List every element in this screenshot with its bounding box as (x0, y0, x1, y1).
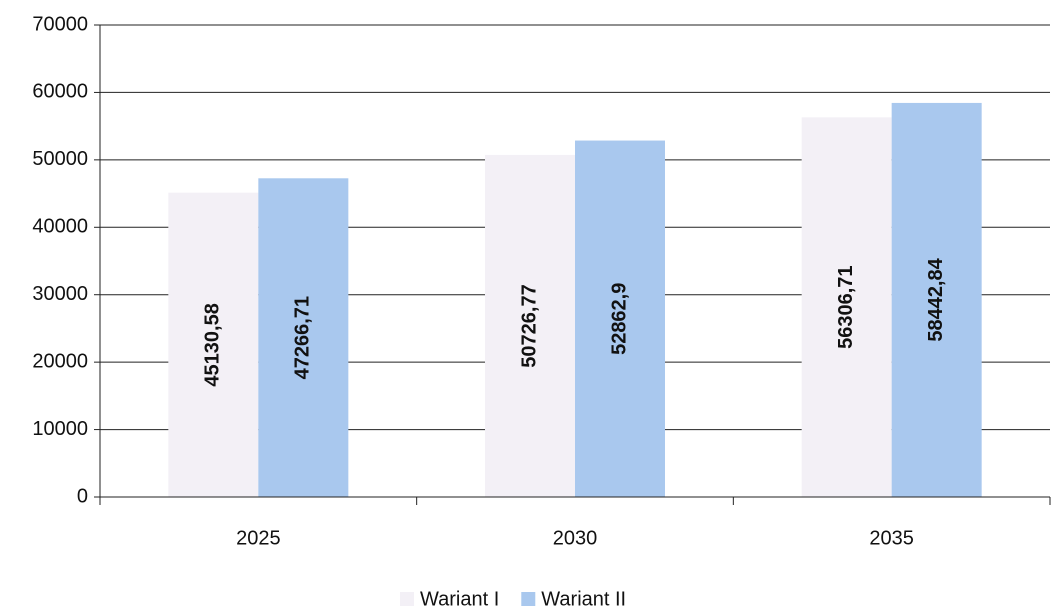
y-tick-label: 10000 (32, 418, 88, 440)
value-label: 52862,9 (608, 283, 630, 355)
legend-swatch (400, 592, 414, 606)
legend-label: Wariant I (420, 588, 499, 610)
bar (801, 117, 892, 497)
legend-swatch (521, 592, 536, 606)
bar (168, 192, 259, 497)
y-tick-label: 50000 (32, 148, 88, 170)
y-tick-label: 20000 (32, 350, 88, 372)
value-label: 58442,84 (925, 257, 947, 341)
value-label: 56306,71 (835, 265, 857, 348)
bar (258, 178, 349, 497)
bar (575, 140, 665, 497)
value-label: 45130,58 (202, 303, 224, 386)
y-tick-label: 70000 (32, 13, 88, 35)
x-tick-label: 2025 (236, 527, 281, 549)
x-tick-label: 2035 (869, 527, 914, 549)
value-label: 50726,77 (518, 284, 540, 367)
x-tick-label: 2030 (553, 527, 598, 549)
y-tick-label: 40000 (32, 216, 88, 238)
y-tick-label: 0 (77, 485, 88, 507)
legend-label: Wariant II (541, 588, 626, 610)
bar (891, 102, 982, 497)
y-tick-label: 30000 (32, 283, 88, 305)
bar (485, 154, 575, 497)
value-label: 47266,71 (292, 296, 314, 379)
y-tick-label: 60000 (32, 81, 88, 103)
